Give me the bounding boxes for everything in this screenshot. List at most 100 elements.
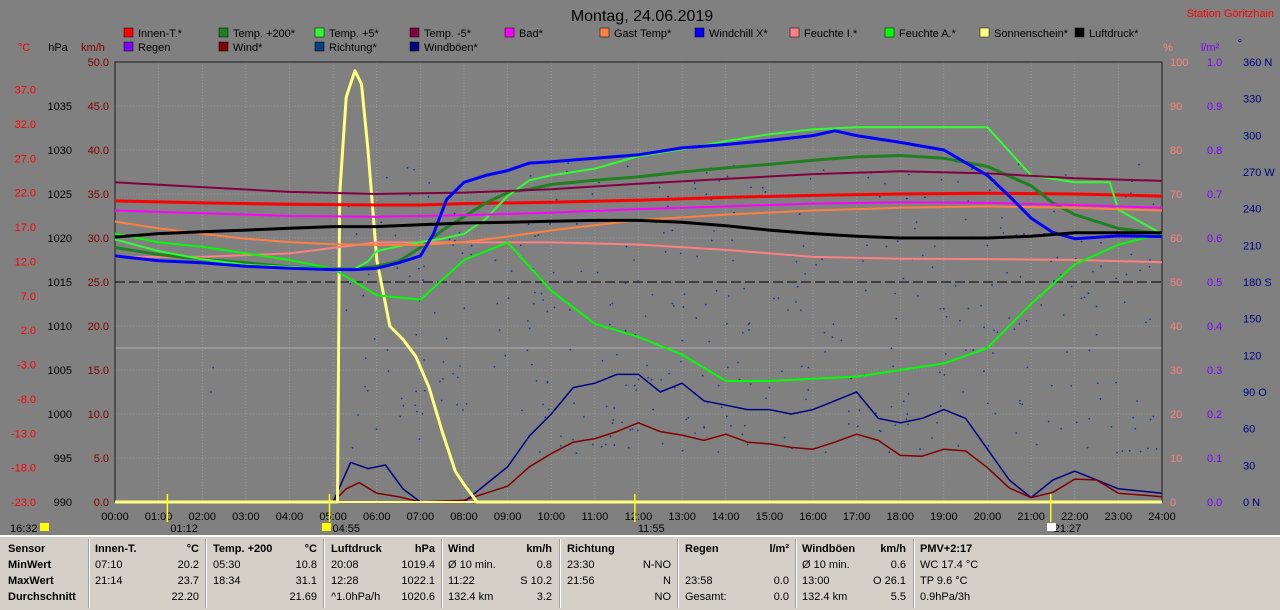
summary-avg-label: Durchschnitt [8, 591, 76, 603]
summary-luftdruck-title: Luftdruck [331, 543, 382, 555]
direction-dot [507, 297, 510, 300]
time-markers: 01:12 04:55 11:55 21:27 16:32 [10, 494, 1081, 535]
direction-dot [440, 399, 443, 402]
direction-dot [423, 389, 426, 392]
dir-tick: 150 [1243, 314, 1261, 326]
direction-dot [992, 352, 994, 354]
summary-richtung-row: 23:30 N-NO [567, 557, 671, 573]
x-tick: 11:00 [582, 511, 609, 523]
direction-dot [884, 182, 886, 185]
direction-dot [694, 432, 696, 435]
direction-dot [1134, 427, 1137, 430]
direction-dot [461, 252, 464, 255]
direction-dot [560, 435, 562, 438]
direction-dot [1066, 351, 1068, 353]
direction-dot [555, 198, 558, 201]
direction-dot [540, 292, 543, 295]
direction-dot [651, 293, 654, 296]
summary-windboen-title: Windböen [802, 543, 856, 555]
summary-wind-title: Wind [448, 543, 475, 555]
summary-innen-unit: °C [186, 543, 199, 555]
x-tick: 13:00 [668, 511, 696, 523]
direction-dot [848, 423, 850, 425]
direction-dot [421, 412, 424, 415]
wind-tick: 10.0 [88, 409, 109, 421]
direction-dot [496, 302, 499, 305]
direction-dot [462, 409, 464, 411]
direction-dot [743, 287, 746, 290]
x-tick: 21:00 [1017, 511, 1045, 523]
rain-tick: 0.3 [1207, 365, 1222, 377]
direction-dot [422, 279, 425, 282]
summary-windboen-header: Windböen km/h [802, 541, 906, 557]
direction-dot [764, 190, 767, 193]
humidity-tick: 100 [1170, 57, 1188, 69]
direction-dot [695, 317, 698, 319]
direction-dot [417, 267, 420, 270]
direction-dot [498, 329, 501, 332]
direction-dot [366, 389, 369, 392]
summary-wind-header: Wind km/h [448, 541, 552, 557]
summary-temp200-value: 10.8 [295, 559, 317, 571]
rain-tick: 0.7 [1207, 189, 1222, 201]
dir-tick: 60 [1243, 424, 1255, 436]
temp-unit-label: °C [18, 42, 30, 54]
direction-dot [1070, 385, 1073, 387]
rain-tick: 0.2 [1207, 409, 1222, 421]
direction-dot [717, 451, 720, 453]
dir-tick: 270 W [1243, 167, 1275, 179]
direction-dot [445, 337, 448, 340]
summary-richtung-value: NO [654, 591, 672, 603]
summary-innen-value: 20.2 [177, 559, 199, 571]
direction-dot [938, 371, 941, 374]
direction-dot [821, 258, 823, 261]
x-tick: 09:00 [494, 511, 522, 523]
direction-dot [701, 374, 704, 377]
direction-dot [367, 273, 370, 276]
direction-dot [957, 444, 960, 447]
direction-dot [671, 229, 674, 232]
legend-label: Gast Temp* [614, 28, 672, 40]
x-tick: 22:00 [1061, 511, 1089, 523]
direction-dot [546, 310, 549, 313]
direction-dot [666, 205, 669, 208]
direction-dot [673, 386, 676, 389]
direction-dot [609, 304, 612, 306]
direction-dot [867, 176, 870, 179]
direction-dot [625, 245, 628, 248]
direction-dot [583, 415, 585, 418]
direction-dot [1139, 450, 1142, 453]
direction-dot [1095, 305, 1098, 308]
direction-dot [1021, 403, 1024, 406]
direction-dot [879, 430, 882, 433]
direction-dot [375, 428, 378, 431]
direction-dot [1115, 381, 1117, 384]
direction-dot [856, 425, 859, 428]
direction-dot [807, 389, 810, 391]
legend-swatch [504, 27, 515, 38]
direction-dot [748, 322, 751, 325]
direction-dot [549, 223, 552, 225]
summary-regen-row: Gesamt: 0.0 [685, 589, 789, 605]
wind-tick: 35.0 [88, 189, 109, 201]
direction-dot [660, 378, 663, 381]
direction-dot [456, 376, 459, 379]
wind-tick: 20.0 [88, 321, 109, 333]
direction-dot [402, 404, 405, 407]
direction-dot [1152, 203, 1155, 206]
humidity-tick: 60 [1170, 233, 1182, 245]
direction-dot [726, 175, 729, 178]
direction-dot [783, 436, 786, 439]
temp-tick: 2.0 [21, 325, 36, 337]
direction-dot [661, 442, 664, 445]
pressure-tick: 1000 [48, 409, 72, 421]
humidity-tick: 70 [1170, 189, 1182, 201]
direction-dot [907, 393, 910, 395]
humidity-tick: 50 [1170, 277, 1182, 289]
direction-dot [624, 329, 627, 332]
direction-dot [1130, 253, 1133, 256]
direction-dot [682, 306, 685, 309]
direction-dot [636, 429, 639, 432]
direction-dot [635, 389, 638, 391]
summary-pmv-column: PMV+2:17 WC 17.4 °C TP 9.6 °C 0.9hPa/3h [920, 541, 1030, 605]
